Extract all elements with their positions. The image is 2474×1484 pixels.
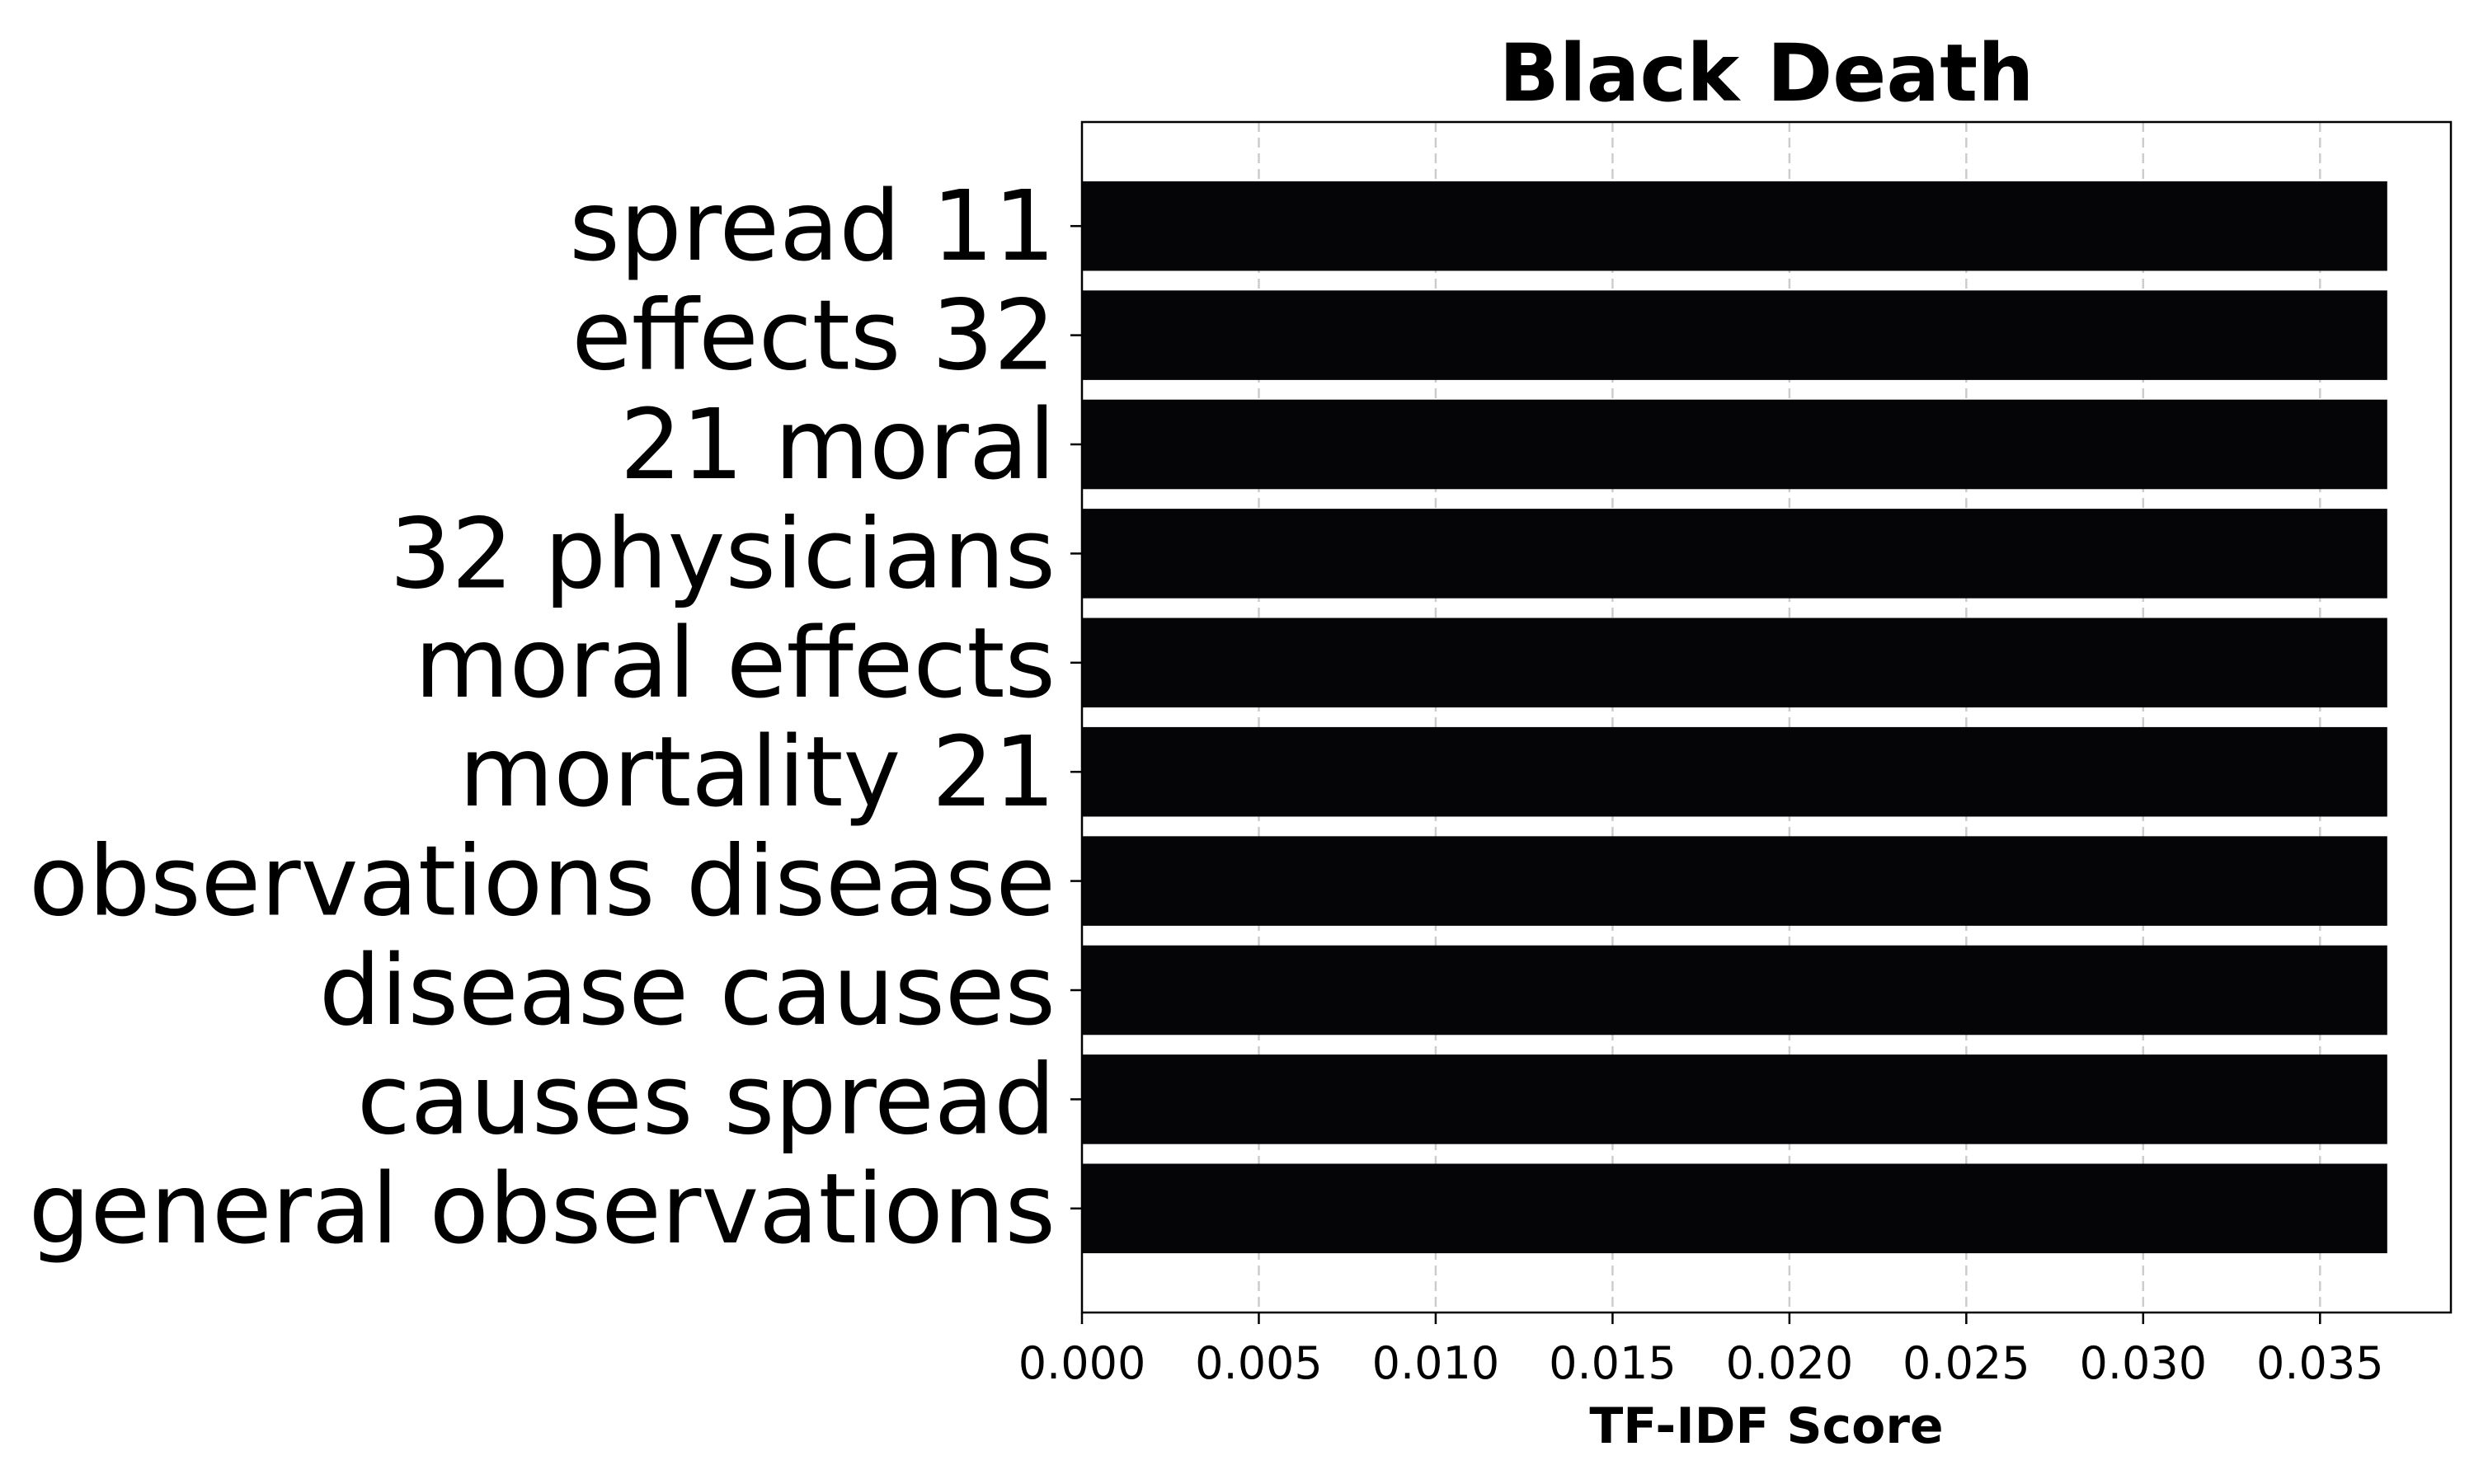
bar (1082, 945, 2387, 1036)
x-tick-label: 0.005 (1195, 1337, 1323, 1389)
bar (1082, 618, 2387, 708)
y-tick-label: causes spread (357, 1042, 1056, 1156)
bar (1082, 290, 2387, 380)
x-axis-ticks: 0.000 0.005 0.010 0.015 0.020 0.025 0.030 0.035 (1018, 1313, 2384, 1389)
y-tick-label: mortality 21 (459, 715, 1056, 829)
x-tick-label: 0.030 (2080, 1337, 2208, 1389)
y-tick-label: 32 physicians (389, 496, 1056, 610)
x-tick-label: 0.020 (1726, 1337, 1854, 1389)
x-tick-label: 0.025 (1903, 1337, 2030, 1389)
bar (1082, 399, 2387, 490)
x-tick-label: 0.015 (1549, 1337, 1677, 1389)
bar (1082, 181, 2387, 271)
x-tick-label: 0.000 (1018, 1337, 1146, 1389)
bar (1082, 509, 2387, 599)
y-tick-label: observations disease (29, 824, 1056, 938)
bar (1082, 1163, 2387, 1254)
bars (1082, 181, 2387, 1254)
bar (1082, 726, 2387, 817)
y-tick-label: moral effects (415, 606, 1056, 720)
x-tick-label: 0.035 (2256, 1337, 2384, 1389)
y-tick-label: spread 11 (569, 169, 1056, 283)
y-tick-label: effects 32 (571, 279, 1056, 392)
bar (1082, 836, 2387, 926)
bar (1082, 1054, 2387, 1144)
y-tick-label: general observations (29, 1152, 1056, 1266)
y-tick-label: disease causes (319, 933, 1056, 1047)
plot-frame (1080, 120, 2453, 1314)
x-axis-label: TF-IDF Score (1589, 1397, 1943, 1455)
chart-title: Black Death (1499, 27, 2034, 120)
y-tick-label: 21 moral (620, 387, 1056, 501)
x-tick-label: 0.010 (1372, 1337, 1500, 1389)
